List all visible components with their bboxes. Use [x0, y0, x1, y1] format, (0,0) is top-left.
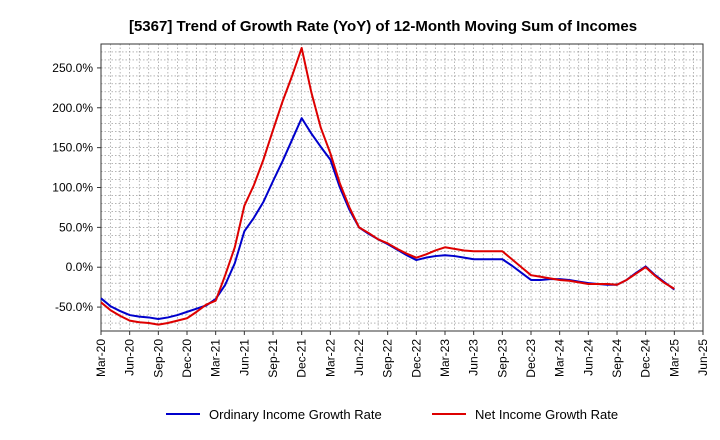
chart-title: [5367] Trend of Growth Rate (YoY) of 12-… — [129, 18, 637, 35]
x-tick-label: Dec-21 — [295, 339, 309, 378]
y-tick-label: 50.0% — [59, 220, 93, 234]
legend: Ordinary Income Growth Rate Net Income Gr… — [166, 407, 618, 422]
net-income-series-line — [100, 46, 675, 326]
y-tick-label: 100.0% — [52, 181, 93, 195]
x-tick-label: Mar-25 — [667, 339, 681, 377]
legend-net-income-label: Net Income Growth Rate — [475, 407, 618, 422]
x-tick-label: Jun-22 — [352, 339, 366, 376]
x-tick-label: Mar-20 — [94, 339, 108, 377]
x-tick-label: Jun-20 — [123, 339, 137, 376]
y-tick-label: 250.0% — [52, 61, 93, 75]
legend-ordinary-income-label: Ordinary Income Growth Rate — [209, 407, 382, 422]
x-tick-label: Mar-23 — [438, 339, 452, 377]
grid-lines — [101, 44, 703, 331]
x-tick-label: Mar-22 — [323, 339, 337, 377]
x-tick-label: Dec-24 — [639, 339, 653, 378]
ordinary-income-series-line — [100, 117, 675, 321]
x-tick-label: Jun-23 — [467, 339, 481, 376]
x-tick-label: Dec-23 — [524, 339, 538, 378]
axes: -50.0% 0.0% 50.0% 100.0% 150.0% 200.0% 250.0% M… — [52, 43, 710, 378]
x-tick-label: Jun-25 — [696, 339, 710, 376]
x-tick-label: Sep-20 — [151, 339, 165, 378]
x-tick-label: Mar-24 — [553, 339, 567, 377]
x-tick-label: Mar-21 — [209, 339, 223, 377]
y-tick-label: 200.0% — [52, 101, 93, 115]
x-tick-label: Sep-21 — [266, 339, 280, 378]
x-tick-label: Jun-24 — [581, 339, 595, 376]
x-tick-label: Sep-22 — [381, 339, 395, 378]
x-tick-label: Jun-21 — [237, 339, 251, 376]
x-tick-label: Dec-20 — [180, 339, 194, 378]
x-tick-label: Sep-23 — [495, 339, 509, 378]
y-tick-label: 150.0% — [52, 141, 93, 155]
y-tick-label: -50.0% — [55, 300, 93, 314]
y-tick-label: 0.0% — [66, 260, 94, 274]
x-tick-label: Dec-22 — [409, 339, 423, 378]
series-lines — [100, 46, 675, 326]
x-tick-label: Sep-24 — [610, 339, 624, 378]
